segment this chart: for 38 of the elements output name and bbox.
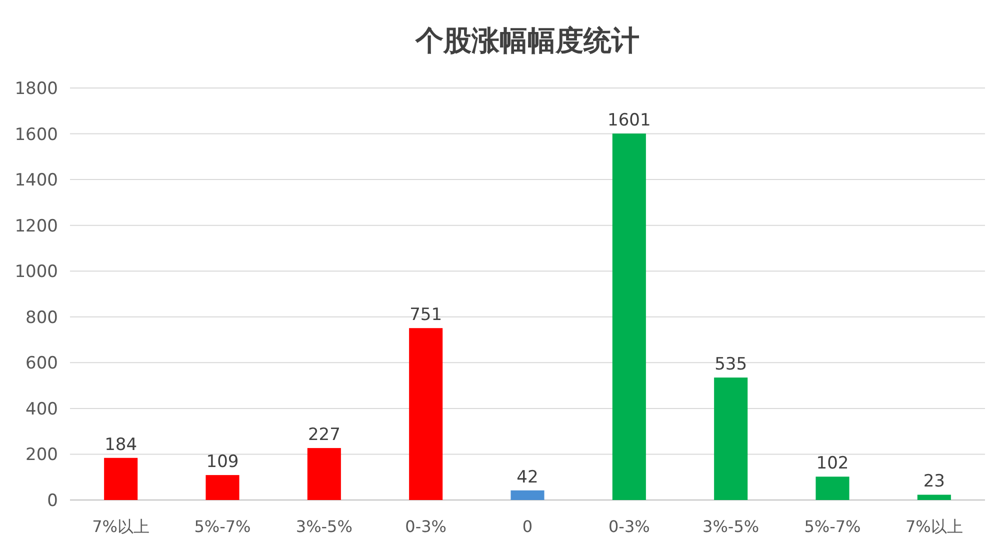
bar	[206, 475, 240, 500]
y-tick-label: 400	[26, 399, 58, 420]
y-tick-label: 1600	[14, 124, 58, 145]
x-tick-label: 0-3%	[405, 517, 447, 536]
data-label: 535	[714, 354, 748, 375]
data-label: 23	[923, 472, 945, 492]
data-label: 109	[206, 452, 239, 472]
y-tick-label: 1200	[14, 216, 58, 236]
bar	[409, 328, 443, 500]
y-tick-label: 1800	[14, 79, 58, 99]
x-tick-label: 3%-5%	[296, 517, 352, 536]
y-tick-label: 0	[47, 491, 58, 511]
y-tick-label: 800	[26, 308, 58, 328]
x-tick-label: 7%以上	[92, 517, 150, 536]
data-label: 1601	[608, 110, 651, 131]
x-tick-label: 7%以上	[905, 517, 963, 536]
data-label: 102	[816, 454, 849, 474]
y-tick-label: 1400	[14, 170, 58, 191]
bar	[816, 476, 850, 500]
x-tick-label: 5%-7%	[194, 517, 251, 536]
bar	[714, 378, 748, 500]
y-tick-label: 200	[26, 445, 58, 466]
bar	[917, 494, 951, 500]
x-tick-label: 5%-7%	[804, 517, 861, 536]
x-tick-label: 0-3%	[608, 517, 650, 536]
data-label: 227	[308, 425, 340, 446]
data-label: 184	[104, 434, 138, 455]
y-tick-label: 600	[26, 354, 58, 374]
y-tick-label: 1000	[14, 262, 58, 282]
x-tick-label: 3%-5%	[702, 517, 760, 536]
bar	[104, 458, 138, 500]
bar	[510, 490, 544, 500]
data-label: 751	[410, 305, 442, 326]
bar	[612, 134, 646, 500]
chart-title: 个股涨幅幅度统计	[414, 24, 640, 57]
x-tick-label: 0	[522, 517, 533, 536]
bar	[307, 448, 341, 500]
data-label: 42	[516, 467, 538, 488]
